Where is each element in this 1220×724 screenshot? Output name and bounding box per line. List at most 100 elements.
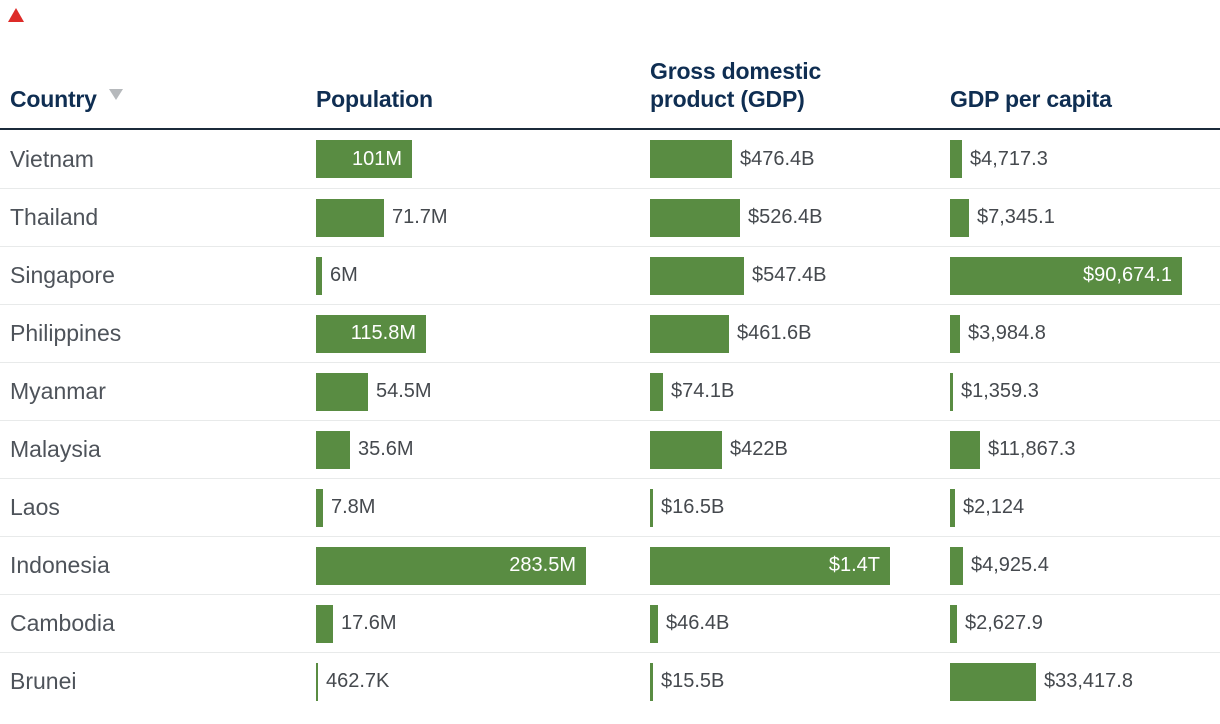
gdp-per-capita-value-label: $1,359.3 [961,380,1039,402]
gdp-value-label: $547.4B [752,264,827,286]
population-cell: 54.5M [316,363,650,420]
table-row: Philippines 115.8M $461.6B $3,984.8 [0,304,1220,362]
country-label: Myanmar [10,378,106,404]
table-row: Malaysia 35.6M $422B $11,867.3 [0,420,1220,478]
red-triangle-marker-icon [8,8,24,22]
gdp-per-capita-cell: $33,417.8 [950,653,1220,710]
gdp-per-capita-bar [950,604,957,643]
gdp-per-capita-value-label: $11,867.3 [988,438,1076,460]
population-value-label-inside: 101M [351,147,402,170]
gdp-value-label: $461.6B [737,322,812,344]
country-label: Vietnam [10,145,94,172]
gdp-per-capita-value-label: $7,345.1 [977,206,1055,228]
gdp-per-capita-bar [950,546,963,585]
gdp-per-capita-cell: $7,345.1 [950,189,1220,246]
gdp-cell: $1.4T [650,537,950,594]
country-label: Brunei [10,668,77,694]
population-value-label: 6M [330,264,358,286]
gdp-per-capita-value-label: $2,627.9 [965,612,1043,634]
gdp-per-capita-value-label: $4,717.3 [970,147,1048,170]
column-header-population[interactable]: Population [316,85,650,113]
country-label: Laos [10,494,60,520]
gdp-cell: $74.1B [650,363,950,420]
table-row: Cambodia 17.6M $46.4B $2,627.9 [0,594,1220,652]
population-bar [316,430,350,469]
population-cell: 115.8M [316,305,650,362]
country-label: Thailand [10,204,99,230]
column-header-gdp[interactable]: Gross domestic product (GDP) [650,57,868,113]
column-header-gdp-per-capita[interactable]: GDP per capita [950,85,1220,113]
population-bar [316,662,318,701]
table-header-row: Country Population Gross domestic produc… [0,0,1220,130]
gdp-value-label: $15.5B [661,670,725,692]
population-value-label: 462.7K [326,670,390,692]
gdp-cell: $476.4B [650,130,950,188]
gdp-per-capita-bar [950,198,969,237]
population-value-label: 71.7M [392,206,448,228]
gdp-cell: $461.6B [650,305,950,362]
population-cell: 6M [316,247,650,304]
gdp-per-capita-bar [950,140,962,178]
gdp-per-capita-bar [950,662,1036,701]
country-label: Malaysia [10,436,101,462]
table-row: Vietnam 101M $476.4B $4,717.3 [0,130,1220,188]
gdp-cell: $15.5B [650,653,950,710]
population-value-label: 7.8M [331,496,376,518]
gdp-per-capita-cell: $1,359.3 [950,363,1220,420]
gdp-per-capita-bar [950,372,953,411]
population-bar [316,198,384,237]
population-bar [316,372,368,411]
gdp-bar [650,604,658,643]
sort-descending-icon[interactable] [108,88,123,100]
population-cell: 101M [316,130,650,188]
gdp-value-label: $526.4B [748,206,823,228]
population-bar: 101M [316,140,412,178]
table-row: Brunei 462.7K $15.5B $33,417.8 [0,652,1220,710]
gdp-value-label: $74.1B [671,380,735,402]
gdp-per-capita-bar [950,314,960,353]
population-bar [316,604,333,643]
country-label: Indonesia [10,552,110,578]
country-label: Cambodia [10,610,115,636]
population-cell: 7.8M [316,479,650,536]
column-header-gdp-label: Gross domestic product (GDP) [650,57,822,112]
gdp-per-capita-value-label: $2,124 [963,496,1025,518]
column-header-gdp-per-capita-label: GDP per capita [950,85,1112,112]
gdp-per-capita-cell: $90,674.1 [950,247,1220,304]
gdp-bar [650,372,663,411]
population-value-label: 17.6M [341,612,397,634]
population-bar [316,488,323,527]
gdp-per-capita-cell: $2,124 [950,479,1220,536]
column-header-population-label: Population [316,85,433,112]
gdp-per-capita-cell: $2,627.9 [950,595,1220,652]
column-header-country-label: Country [10,85,97,112]
gdp-bar [650,662,653,701]
population-cell: 17.6M [316,595,650,652]
gdp-per-capita-cell: $4,717.3 [950,130,1220,188]
gdp-value-label: $476.4B [740,147,815,170]
gdp-per-capita-value-label: $4,925.4 [971,554,1049,576]
gdp-per-capita-value-label-inside: $90,674.1 [1083,264,1172,286]
country-label: Singapore [10,262,115,288]
gdp-bar [650,488,653,527]
gdp-value-label: $422B [730,438,788,460]
table-row: Laos 7.8M $16.5B $2,124 [0,478,1220,536]
population-cell: 35.6M [316,421,650,478]
gdp-per-capita-cell: $3,984.8 [950,305,1220,362]
table-body: Vietnam 101M $476.4B $4,717.3 Thailand 7… [0,130,1220,710]
gdp-per-capita-bar [950,430,980,469]
gdp-cell: $46.4B [650,595,950,652]
table-row: Thailand 71.7M $526.4B $7,345.1 [0,188,1220,246]
gdp-cell: $547.4B [650,247,950,304]
population-value-label: 35.6M [358,438,414,460]
population-value-label-inside: 283.5M [509,554,576,576]
gdp-bar [650,430,722,469]
table-row: Singapore 6M $547.4B $90,674.1 [0,246,1220,304]
gdp-bar [650,314,729,353]
gdp-per-capita-bar: $90,674.1 [950,256,1182,295]
gdp-cell: $526.4B [650,189,950,246]
population-bar: 115.8M [316,314,426,353]
column-header-country[interactable]: Country [0,85,316,113]
